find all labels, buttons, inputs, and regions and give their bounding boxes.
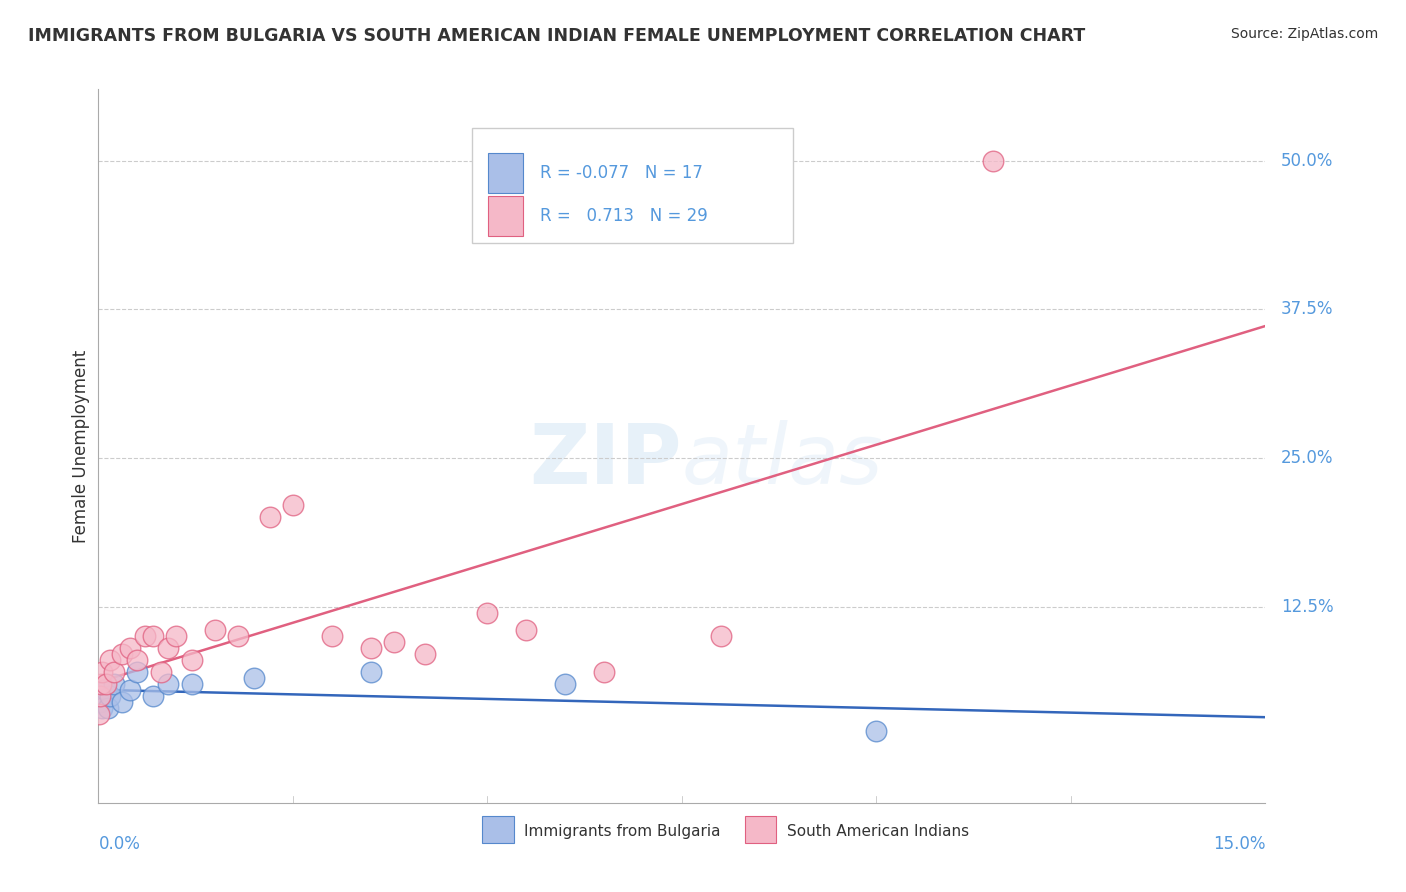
FancyBboxPatch shape	[488, 195, 523, 236]
Text: R =   0.713   N = 29: R = 0.713 N = 29	[540, 207, 707, 225]
Text: R = -0.077   N = 17: R = -0.077 N = 17	[540, 164, 703, 182]
Point	[96, 682, 118, 697]
Point	[243, 671, 266, 685]
Point	[90, 689, 112, 703]
Text: 12.5%: 12.5%	[1281, 598, 1333, 615]
Text: South American Indians: South American Indians	[787, 824, 969, 838]
Point	[89, 706, 111, 721]
Point	[228, 629, 250, 643]
Point	[360, 641, 382, 656]
Point	[98, 653, 121, 667]
Point	[157, 641, 180, 656]
Point	[97, 700, 120, 714]
Point	[477, 606, 499, 620]
Point	[413, 647, 436, 661]
Point	[710, 629, 733, 643]
Text: 15.0%: 15.0%	[1213, 835, 1265, 853]
Point	[321, 629, 343, 643]
Point	[103, 677, 125, 691]
Point	[118, 682, 141, 697]
Point	[259, 510, 281, 524]
Point	[515, 624, 537, 638]
FancyBboxPatch shape	[472, 128, 793, 243]
Point	[382, 635, 405, 649]
Point	[127, 653, 149, 667]
Text: 25.0%: 25.0%	[1281, 449, 1333, 467]
Text: 37.5%: 37.5%	[1281, 301, 1333, 318]
Point	[134, 629, 156, 643]
Text: 0.0%: 0.0%	[98, 835, 141, 853]
Point	[96, 677, 118, 691]
Point	[98, 689, 121, 703]
Point	[180, 677, 202, 691]
Point	[281, 499, 304, 513]
Point	[165, 629, 187, 643]
Point	[149, 665, 172, 679]
Text: Source: ZipAtlas.com: Source: ZipAtlas.com	[1230, 27, 1378, 41]
Point	[89, 695, 111, 709]
Point	[142, 629, 165, 643]
Point	[118, 641, 141, 656]
Point	[91, 665, 114, 679]
Point	[111, 647, 134, 661]
Text: IMMIGRANTS FROM BULGARIA VS SOUTH AMERICAN INDIAN FEMALE UNEMPLOYMENT CORRELATIO: IMMIGRANTS FROM BULGARIA VS SOUTH AMERIC…	[28, 27, 1085, 45]
Text: ZIP: ZIP	[530, 420, 682, 500]
Point	[103, 665, 125, 679]
Point	[593, 665, 616, 679]
Point	[554, 677, 576, 691]
Point	[142, 689, 165, 703]
Point	[204, 624, 226, 638]
Point	[89, 689, 111, 703]
Y-axis label: Female Unemployment: Female Unemployment	[72, 350, 90, 542]
Point	[111, 695, 134, 709]
Text: atlas: atlas	[682, 420, 883, 500]
FancyBboxPatch shape	[745, 816, 776, 843]
FancyBboxPatch shape	[488, 153, 523, 194]
Point	[180, 653, 202, 667]
Point	[91, 700, 114, 714]
Text: 50.0%: 50.0%	[1281, 152, 1333, 169]
Point	[865, 724, 887, 739]
Point	[981, 153, 1004, 168]
FancyBboxPatch shape	[482, 816, 513, 843]
Point	[90, 677, 112, 691]
Point	[157, 677, 180, 691]
Point	[127, 665, 149, 679]
Text: Immigrants from Bulgaria: Immigrants from Bulgaria	[524, 824, 721, 838]
Point	[360, 665, 382, 679]
